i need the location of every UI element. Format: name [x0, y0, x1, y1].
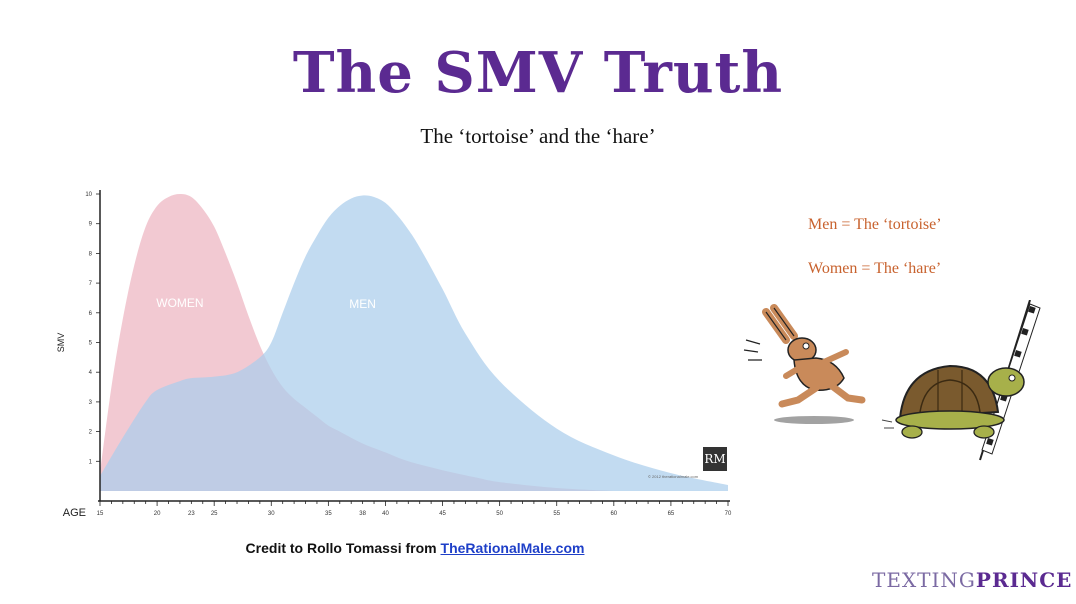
brand-part-2: PRINCE [975, 568, 1073, 592]
y-tick-label: 8 [89, 251, 93, 257]
x-tick-label: 40 [382, 511, 389, 517]
women-hare-note: Women = The ‘hare’ [808, 260, 942, 277]
x-tick-label: 60 [610, 511, 617, 517]
x-tick-label: 15 [97, 511, 104, 517]
texting-prince-brand: TEXTINGPRINCE [872, 568, 1072, 592]
y-axis-label: SMV [56, 333, 66, 353]
area-men [100, 195, 728, 491]
x-tick-label: 20 [154, 511, 161, 517]
y-tick-label: 5 [89, 341, 93, 347]
x-tick-label: 25 [211, 511, 218, 517]
credit-prefix: Credit to Rollo Tomassi from [245, 540, 441, 556]
y-tick-label: 2 [89, 430, 93, 436]
tortoise-illustration [881, 300, 1041, 461]
series-label-women: WOMEN [156, 296, 203, 310]
series-label-men: MEN [349, 297, 376, 311]
y-tick-label: 6 [89, 311, 93, 317]
hare-illustration [743, 304, 866, 424]
x-tick-label: 38 [359, 511, 366, 517]
page-title: The SMV Truth [292, 40, 784, 106]
men-tortoise-note: Men = The ‘tortoise’ [808, 216, 942, 233]
x-tick-label: 65 [668, 511, 675, 517]
x-tick-label: 23 [188, 511, 195, 517]
x-tick-label: 55 [553, 511, 560, 517]
rational-male-logo: RM [703, 447, 727, 471]
x-tick-label: 70 [725, 511, 732, 517]
y-tick-label: 10 [85, 192, 92, 198]
y-tick-label: 9 [89, 222, 93, 228]
smv-chart: 15 20 23 25 30 35 38 40 45 50 55 60 65 7012345678910S… [56, 190, 732, 519]
x-tick-label: 45 [439, 511, 446, 517]
x-tick-label: 50 [496, 511, 503, 517]
brand-part-1: TEXTING [872, 568, 976, 592]
page-subtitle: The ‘tortoise’ and the ‘hare’ [420, 124, 656, 148]
y-tick-label: 1 [89, 459, 93, 465]
x-tick-label: 30 [268, 511, 275, 517]
y-tick-label: 7 [89, 281, 93, 287]
x-axis-label: AGE [63, 507, 86, 519]
logo-caption: © 2012 therationalmale.com [648, 474, 699, 479]
rational-male-link[interactable]: TheRationalMale.com [440, 540, 585, 556]
y-tick-label: 3 [89, 400, 93, 406]
credit-line: Credit to Rollo Tomassi from TheRational… [200, 540, 630, 556]
x-tick-label: 35 [325, 511, 332, 517]
y-tick-label: 4 [89, 370, 93, 376]
